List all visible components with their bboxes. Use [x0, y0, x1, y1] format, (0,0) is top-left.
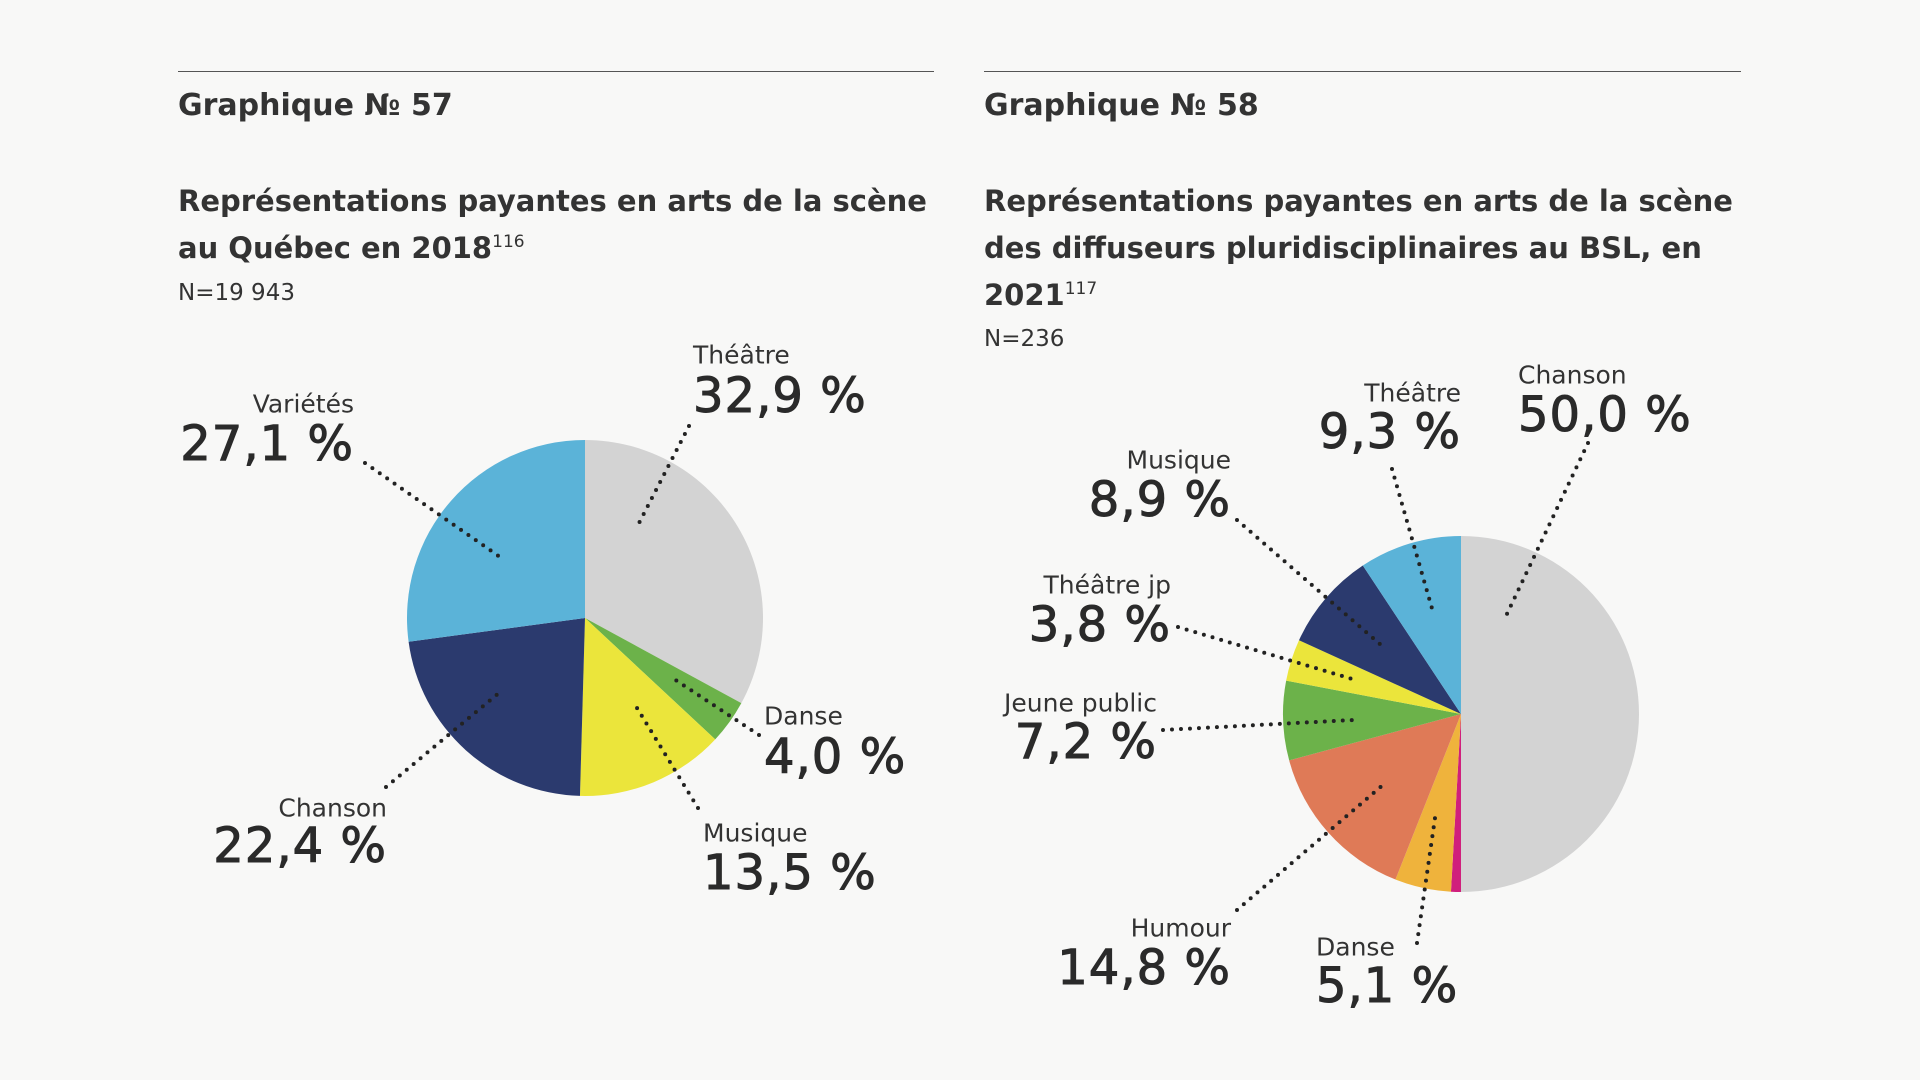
label-danse-58: Danse	[1316, 932, 1395, 962]
pie-slice-chanson	[1461, 536, 1639, 892]
label-musique-58: Musique	[1126, 445, 1231, 475]
pie-slice-danse	[1395, 714, 1461, 892]
leader-musique-57	[635, 706, 700, 810]
label-theatre-57: Théâtre	[693, 340, 790, 370]
chart-number-58: Graphique № 58	[984, 88, 1259, 123]
pie-slice-humour	[1289, 714, 1461, 880]
label-chanson-57: Chanson	[278, 793, 387, 823]
sample-size-58: N=236	[984, 326, 1065, 352]
pie-slice-other	[1450, 714, 1461, 892]
sample-size-57: N=19 943	[178, 280, 295, 306]
chart-title-58: Représentations payantes en arts de la s…	[984, 178, 1744, 319]
leader-humour-58	[1235, 782, 1386, 912]
label-theatre-58: Théâtre	[1364, 378, 1461, 408]
divider-rule-57	[178, 71, 934, 72]
pie-slice-théâtre	[1362, 536, 1461, 714]
pct-humour-58: 14,8 %	[1057, 940, 1231, 997]
label-musique-57: Musique	[703, 818, 808, 848]
pct-varietes-57: 27,1 %	[180, 416, 354, 473]
pie-58	[1282, 536, 1639, 892]
chart-number-57: Graphique № 57	[178, 88, 453, 123]
chart-title-57: Représentations payantes en arts de la s…	[178, 178, 938, 272]
label-theatre-jp-58: Théâtre jp	[1043, 570, 1172, 600]
pie-57	[406, 440, 763, 796]
title-text: Représentations payantes en arts de la s…	[178, 184, 927, 265]
pct-chanson-58: 50,0 %	[1518, 387, 1692, 444]
footnote-ref: 117	[1064, 279, 1098, 299]
pct-danse-57: 4,0 %	[763, 729, 907, 786]
label-chanson-58: Chanson	[1518, 360, 1627, 390]
pct-theatre-57: 32,9 %	[693, 368, 867, 425]
leader-varietes-57	[363, 461, 502, 559]
pct-danse-58: 5,1 %	[1315, 958, 1459, 1015]
label-varietes-57: Variétés	[252, 389, 354, 419]
leader-theatre-57	[635, 424, 691, 529]
leader-danse-58	[1415, 816, 1437, 945]
divider-rule-58	[984, 71, 1741, 72]
pct-musique-58: 8,9 %	[1088, 472, 1231, 529]
title-text: Représentations payantes en arts de la s…	[984, 184, 1733, 312]
pie-slice-danse	[585, 618, 742, 740]
leader-danse-57	[669, 675, 761, 737]
pie-slice-chanson	[408, 618, 585, 796]
pie-slice-musique	[579, 618, 716, 796]
pct-theatre-jp-58: 3,8 %	[1028, 597, 1171, 654]
pie-slice-musique	[1299, 565, 1461, 714]
pct-theatre-58: 9,3 %	[1318, 404, 1461, 461]
leader-lines	[363, 424, 1590, 945]
label-jeune-public-58: Jeune public	[1004, 688, 1157, 718]
pie-slice-théâtre	[585, 440, 763, 704]
label-humour-58: Humour	[1130, 913, 1231, 943]
label-danse-57: Danse	[764, 701, 843, 731]
pct-musique-57: 13,5 %	[703, 845, 877, 902]
pie-slice-variétés	[406, 440, 585, 642]
footnote-ref: 116	[492, 232, 525, 252]
pct-chanson-57: 22,4 %	[213, 818, 387, 875]
pie-slice-théâtre-jp	[1286, 640, 1461, 714]
pct-jeune-public-58: 7,2 %	[1014, 714, 1157, 771]
pie-slice-jeune-public	[1282, 680, 1461, 761]
